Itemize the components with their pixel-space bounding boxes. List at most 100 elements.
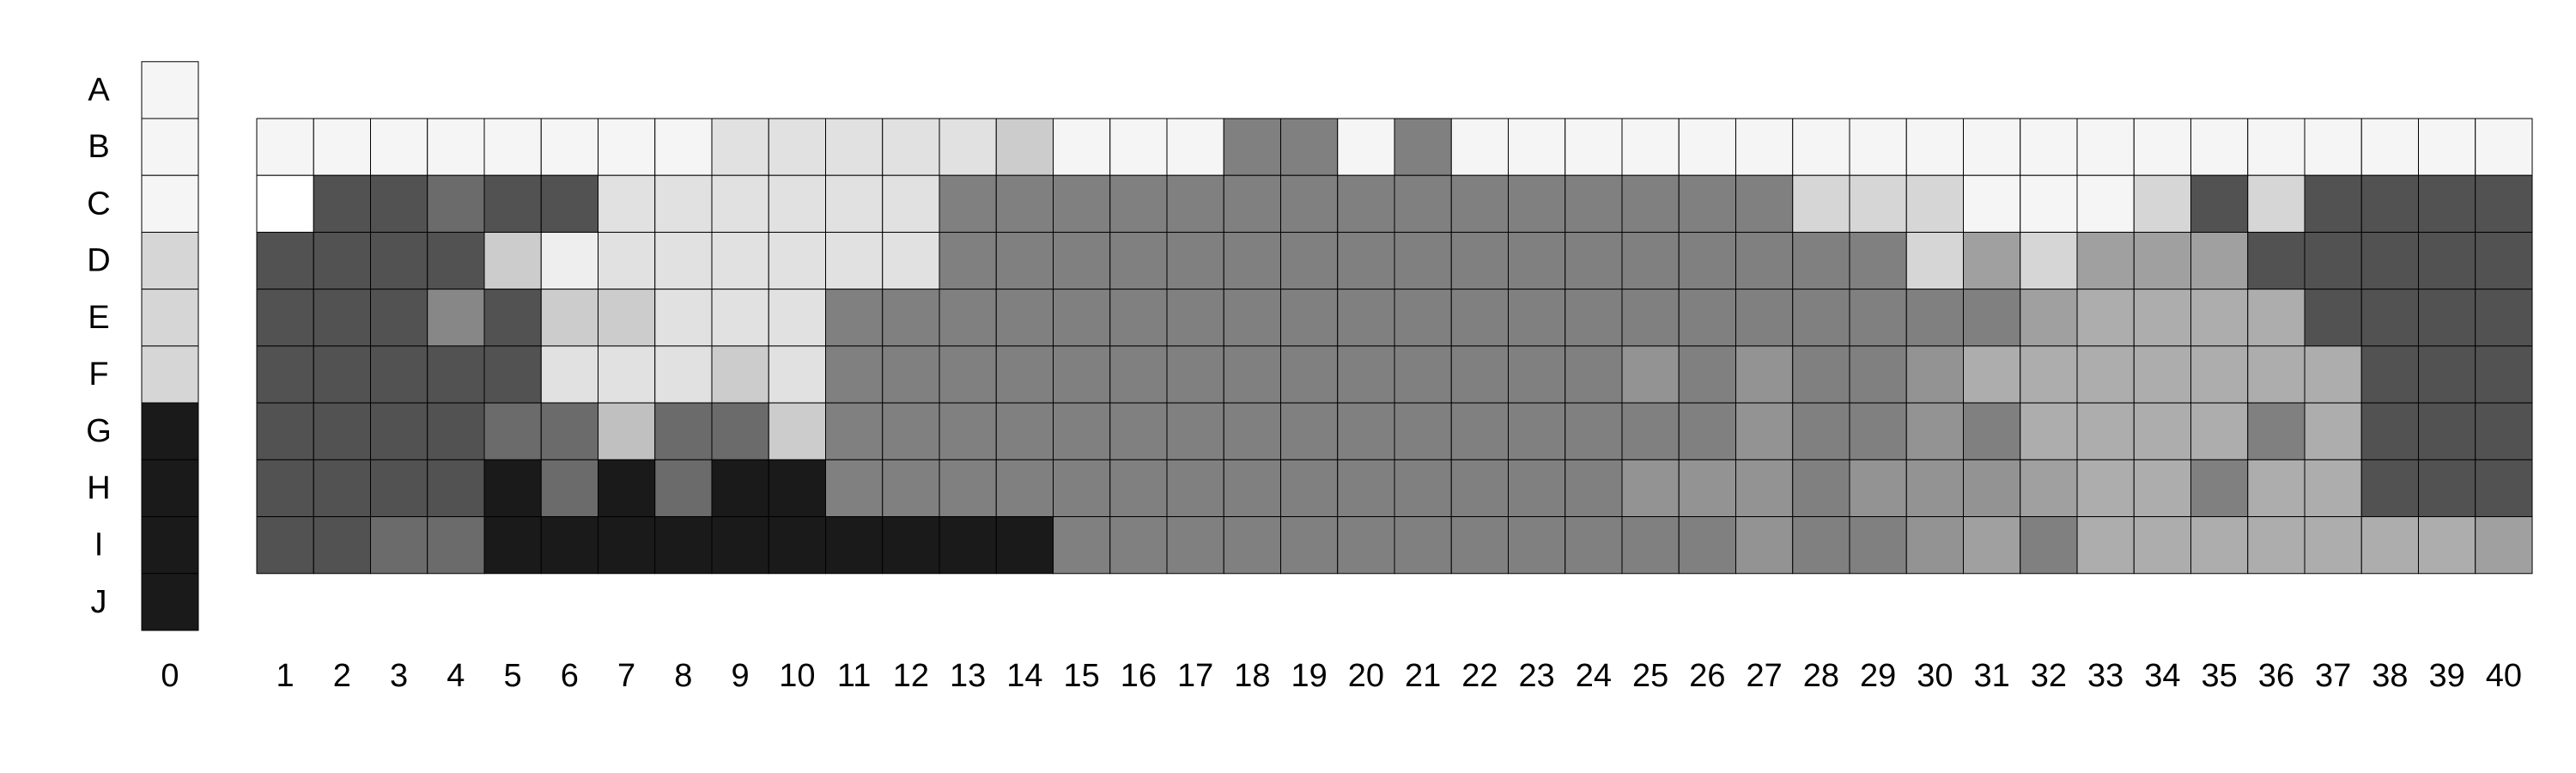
cell-g-31 (1963, 402, 2021, 460)
cell-h-32 (2020, 459, 2078, 518)
cell-h-1 (256, 459, 314, 518)
cell-c-4 (427, 174, 485, 233)
cell-b-9 (711, 118, 769, 176)
cell-f-5 (483, 345, 542, 404)
cell-g-23 (1508, 402, 1566, 460)
cell-d-15 (1053, 231, 1111, 290)
cell-f-37 (2304, 345, 2362, 404)
col-label-26: 26 (1689, 658, 1725, 694)
cell-c-38 (2360, 174, 2419, 233)
cell-c-26 (1678, 174, 1736, 233)
cell-d-28 (1792, 231, 1850, 290)
col-label-14: 14 (1006, 658, 1042, 694)
key-cell-j (141, 573, 199, 631)
cell-e-2 (313, 289, 371, 347)
col-label-7: 7 (617, 658, 635, 694)
cell-h-23 (1508, 459, 1566, 518)
cell-i-4 (427, 516, 485, 575)
cell-c-18 (1223, 174, 1281, 233)
cell-g-14 (995, 402, 1054, 460)
cell-e-21 (1394, 289, 1452, 347)
cell-d-33 (2076, 231, 2135, 290)
cell-e-28 (1792, 289, 1850, 347)
cell-g-32 (2020, 402, 2078, 460)
cell-d-36 (2247, 231, 2306, 290)
cell-f-11 (825, 345, 884, 404)
col-label-30: 30 (1917, 658, 1953, 694)
cell-e-33 (2076, 289, 2135, 347)
cell-b-14 (995, 118, 1054, 176)
cell-g-17 (1166, 402, 1224, 460)
col-label-33: 33 (2087, 658, 2123, 694)
cell-h-10 (768, 459, 826, 518)
cell-b-13 (939, 118, 997, 176)
cell-b-22 (1450, 118, 1509, 176)
cell-h-7 (598, 459, 656, 518)
cell-e-29 (1849, 289, 1907, 347)
cell-h-6 (540, 459, 598, 518)
cell-i-10 (768, 516, 826, 575)
cell-i-36 (2247, 516, 2306, 575)
cell-e-18 (1223, 289, 1281, 347)
cell-d-3 (370, 231, 428, 290)
cell-b-27 (1735, 118, 1794, 176)
key-cell-b (141, 118, 199, 176)
cell-i-21 (1394, 516, 1452, 575)
col-label-5: 5 (504, 658, 522, 694)
cell-b-2 (313, 118, 371, 176)
cell-b-34 (2133, 118, 2191, 176)
cell-g-12 (882, 402, 940, 460)
cell-i-38 (2360, 516, 2419, 575)
cell-g-6 (540, 402, 598, 460)
key-cell-e (141, 289, 199, 347)
cell-i-13 (939, 516, 997, 575)
cell-g-5 (483, 402, 542, 460)
col-label-23: 23 (1518, 658, 1554, 694)
cell-i-8 (654, 516, 713, 575)
col-label-24: 24 (1576, 658, 1612, 694)
cell-f-15 (1053, 345, 1111, 404)
cell-h-38 (2360, 459, 2419, 518)
cell-i-30 (1905, 516, 1964, 575)
cell-e-13 (939, 289, 997, 347)
cell-c-23 (1508, 174, 1566, 233)
row-label-b: B (88, 129, 109, 165)
col-label-15: 15 (1063, 658, 1099, 694)
cell-c-25 (1621, 174, 1680, 233)
cell-h-35 (2190, 459, 2249, 518)
cell-c-28 (1792, 174, 1850, 233)
cell-f-36 (2247, 345, 2306, 404)
cell-e-11 (825, 289, 884, 347)
col-label-11: 11 (837, 658, 871, 694)
cell-g-13 (939, 402, 997, 460)
cell-i-14 (995, 516, 1054, 575)
col-label-36: 36 (2258, 658, 2294, 694)
cell-d-1 (256, 231, 314, 290)
cell-f-31 (1963, 345, 2021, 404)
cell-h-33 (2076, 459, 2135, 518)
cell-i-27 (1735, 516, 1794, 575)
cell-d-13 (939, 231, 997, 290)
cell-b-36 (2247, 118, 2306, 176)
cell-g-8 (654, 402, 713, 460)
cell-h-8 (654, 459, 713, 518)
cell-i-19 (1280, 516, 1339, 575)
key-cell-d (141, 231, 199, 290)
cell-b-10 (768, 118, 826, 176)
cell-d-9 (711, 231, 769, 290)
cell-i-2 (313, 516, 371, 575)
cell-g-3 (370, 402, 428, 460)
cell-h-3 (370, 459, 428, 518)
cell-e-30 (1905, 289, 1964, 347)
col-label-37: 37 (2315, 658, 2351, 694)
cell-e-40 (2475, 289, 2533, 347)
col-label-34: 34 (2144, 658, 2180, 694)
cell-b-33 (2076, 118, 2135, 176)
cell-b-8 (654, 118, 713, 176)
cell-g-37 (2304, 402, 2362, 460)
cell-i-35 (2190, 516, 2249, 575)
cell-f-32 (2020, 345, 2078, 404)
cell-c-24 (1564, 174, 1623, 233)
cell-d-18 (1223, 231, 1281, 290)
